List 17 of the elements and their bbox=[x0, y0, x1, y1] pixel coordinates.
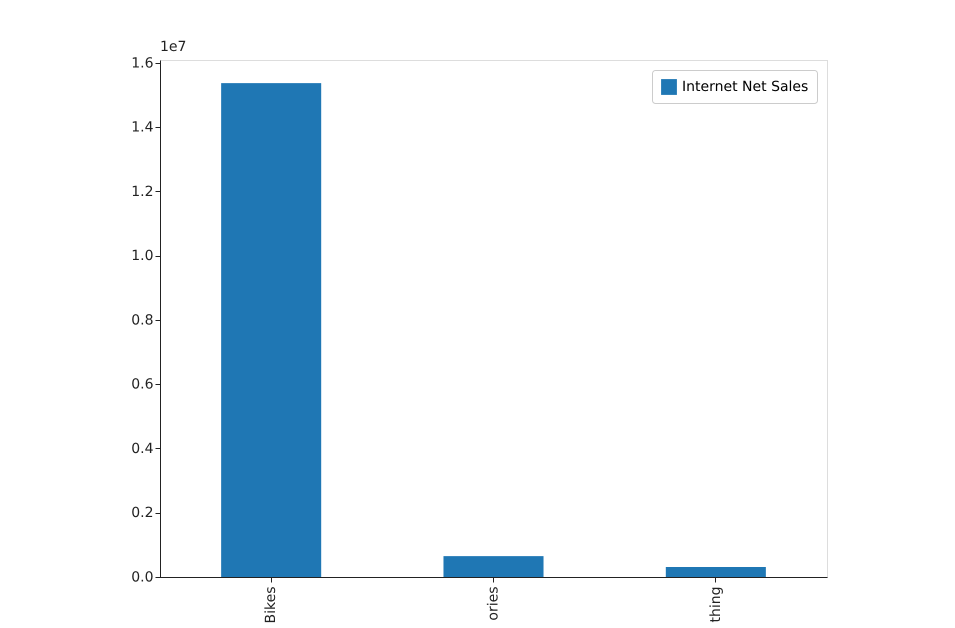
legend-label: Internet Net Sales bbox=[682, 79, 808, 95]
y-tick-label: 1.6 bbox=[131, 55, 154, 72]
y-tick-label: 0.0 bbox=[131, 570, 154, 586]
y-tick-label: 1.2 bbox=[131, 184, 154, 200]
y-tick-label: 0.2 bbox=[131, 505, 154, 522]
y-tick-label: 1.0 bbox=[131, 248, 154, 264]
x-tick-label: ories bbox=[486, 586, 502, 621]
y-tick-label: 0.6 bbox=[131, 376, 154, 393]
y-tick-label: 1.4 bbox=[131, 120, 154, 136]
y-tick-label: 0.8 bbox=[131, 312, 154, 328]
x-tick-label: Bikes bbox=[263, 586, 280, 624]
bar bbox=[443, 556, 544, 577]
x-tick-label: thing bbox=[708, 586, 724, 623]
y-tick-label: 0.4 bbox=[131, 440, 154, 457]
bar bbox=[666, 567, 766, 577]
text: 1e7 bbox=[160, 39, 186, 55]
bar bbox=[221, 83, 322, 577]
